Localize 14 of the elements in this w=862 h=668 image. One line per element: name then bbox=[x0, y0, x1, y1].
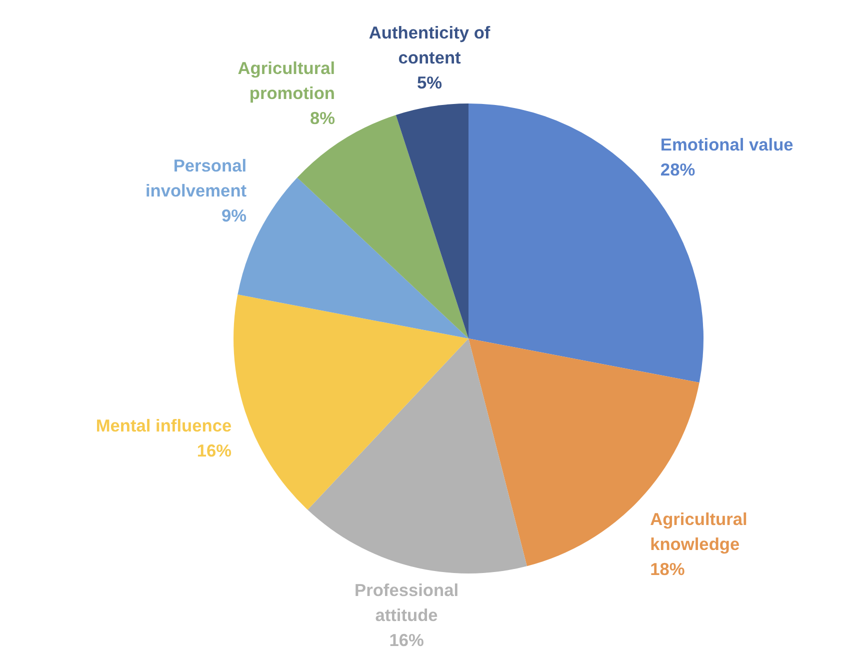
data-label: 28% bbox=[660, 160, 696, 180]
slice-label: Agricultural knowledge bbox=[650, 509, 748, 554]
slice-label: Professional attitude bbox=[354, 580, 459, 625]
slice-label: Authenticity of content bbox=[368, 22, 490, 68]
slice-label: Mental influence bbox=[96, 415, 232, 436]
data-label: 16% bbox=[389, 630, 424, 650]
slice-label: Agricultural promotion bbox=[238, 58, 336, 104]
data-label: 8% bbox=[310, 108, 336, 128]
slice-label: Personal involvement bbox=[145, 155, 247, 200]
data-label: 18% bbox=[650, 559, 685, 580]
data-label: 5% bbox=[417, 72, 442, 92]
data-label: 16% bbox=[196, 440, 232, 460]
data-label: 9% bbox=[222, 205, 247, 226]
slice-label: Emotional value bbox=[660, 134, 794, 155]
